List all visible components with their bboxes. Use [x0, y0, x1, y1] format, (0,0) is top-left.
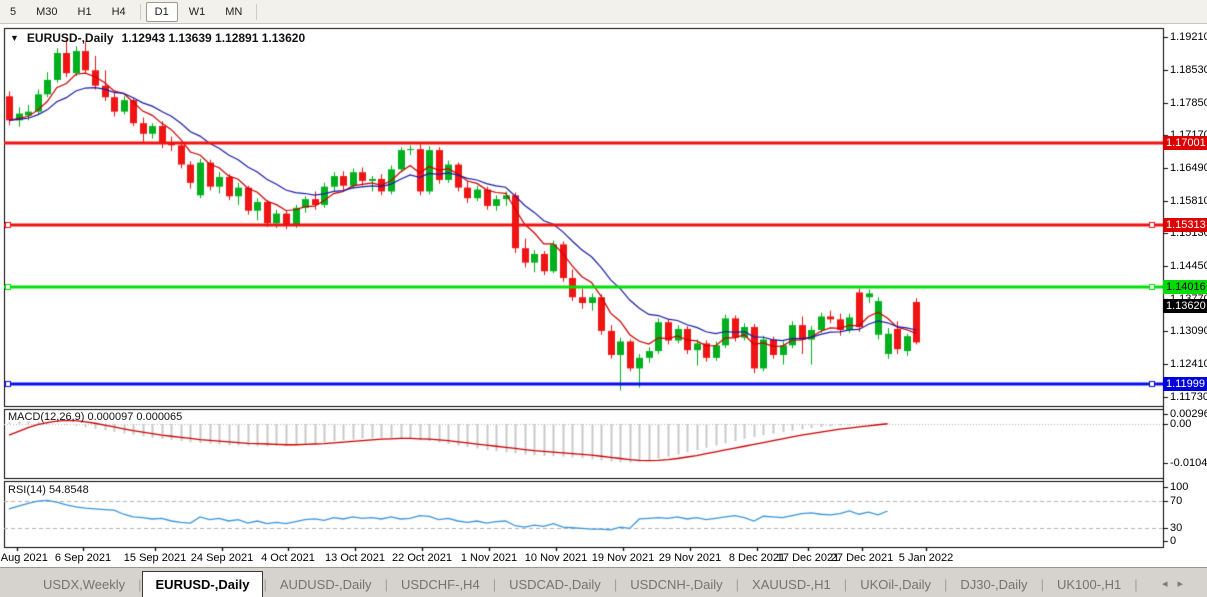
timeframe-button-h1[interactable]: H1: [77, 5, 92, 18]
timeframe-button-mn[interactable]: MN: [225, 5, 243, 18]
tab-separator: |: [843, 577, 848, 592]
symbol-tab-eurusd-daily[interactable]: EURUSD-,Daily: [141, 571, 264, 597]
level-price-badge: 1.17001: [1163, 136, 1207, 151]
tab-separator: |: [1040, 577, 1044, 592]
date-tick-label: 27 Dec 2021: [830, 552, 894, 564]
date-tick-label: 4 Oct 2021: [261, 552, 315, 564]
date-tick-label: 6 Sep 2021: [54, 552, 112, 564]
level-price-badge: 1.14016: [1163, 279, 1207, 294]
tab-separator: |: [138, 577, 142, 592]
symbol-tab-usdchf-h4[interactable]: USDCHF-,H4: [400, 577, 480, 592]
date-tick-label: 10 Nov 2021: [524, 552, 588, 564]
price-tick-label: 1.15810: [1170, 194, 1207, 207]
rsi-tick-label: 70: [1170, 494, 1183, 507]
price-tick-label: 1.16490: [1170, 161, 1207, 174]
rsi-tick-label: 0: [1170, 535, 1177, 547]
timeframe-button-d1[interactable]: D1: [145, 1, 178, 22]
timeframe-button-5[interactable]: 5: [10, 5, 17, 18]
date-tick-label: 5 Jan 2022: [898, 552, 954, 564]
tab-separator: |: [735, 577, 740, 592]
symbol-tab-dj30-daily[interactable]: DJ30-,Daily: [960, 577, 1028, 592]
level-price-badge: 1.15313: [1163, 217, 1207, 232]
symbol-tab-usdcnh-daily[interactable]: USDCNH-,Daily: [630, 577, 723, 592]
tab-separator: |: [613, 577, 618, 592]
date-tick-label: 1 Nov 2021: [460, 552, 518, 564]
date-tick-label: 15 Sep 2021: [123, 552, 187, 564]
tab-separator: |: [1134, 577, 1138, 592]
tab-separator: |: [492, 577, 497, 592]
tab-separator: |: [943, 577, 948, 592]
current-price-badge: 1.13620: [1163, 298, 1207, 313]
tab-separator: |: [263, 577, 267, 592]
macd-tick-label: 0.002966: [1170, 408, 1207, 420]
date-tick-label: 8 Dec 2021: [728, 552, 786, 564]
price-tick-label: 1.12410: [1170, 358, 1207, 371]
date-tick-label: 24 Sep 2021: [190, 552, 254, 564]
chart-dropdown-icon[interactable]: ▼: [10, 33, 19, 43]
tab-separator: |: [384, 577, 388, 592]
chart-header: ▼ EURUSD-,Daily 1.12943 1.13639 1.12891 …: [10, 31, 305, 45]
timeframe-button-w1[interactable]: W1: [188, 5, 206, 18]
price-tick-label: 1.13090: [1170, 325, 1207, 338]
chart-ohlc-values: 1.12943 1.13639 1.12891 1.13620: [121, 31, 306, 45]
rsi-indicator-label: RSI(14) 54.8548: [8, 484, 89, 496]
tab-scroll-left-icon[interactable]: ◂: [1161, 578, 1178, 590]
date-tick-label: 27 Aug 2021: [0, 552, 48, 564]
macd-indicator-label: MACD(12,26,9) 0.000097 0.000065: [8, 411, 183, 423]
symbol-tab-ukoil-daily[interactable]: UKOil-,Daily: [860, 577, 931, 592]
rsi-tick-label: 100: [1170, 481, 1189, 493]
timeframe-toolbar: 5 M30 H1 H4 D1 W1 MN: [0, 0, 1207, 24]
symbol-tab-usdcad-daily[interactable]: USDCAD-,Daily: [509, 577, 601, 592]
symbol-tab-bar: USDX,Weekly | EURUSD-,Daily | AUDUSD-,Daily |…: [0, 567, 1207, 597]
level-price-badge: 1.11999: [1163, 376, 1207, 391]
symbol-tab-usdx-weekly[interactable]: USDX,Weekly: [43, 577, 126, 592]
price-tick-label: 1.19210: [1170, 31, 1207, 44]
symbol-tab-audusd-daily[interactable]: AUDUSD-,Daily: [279, 577, 372, 592]
symbol-tab-xauusd-h1[interactable]: XAUUSD-,H1: [752, 577, 831, 592]
price-tick-label: 1.18530: [1170, 63, 1207, 76]
date-tick-label: 22 Oct 2021: [392, 552, 452, 564]
date-tick-label: 19 Nov 2021: [591, 552, 655, 564]
price-tick-label: 1.14450: [1170, 259, 1207, 272]
toolbar-separator: [139, 3, 141, 20]
timeframe-button-h4[interactable]: H4: [111, 5, 126, 18]
date-tick-label: 29 Nov 2021: [658, 552, 722, 564]
symbol-tab-uk100-h1[interactable]: UK100-,H1: [1056, 577, 1122, 592]
price-tick-label: 1.17850: [1170, 96, 1207, 109]
timeframe-button-m30[interactable]: M30: [36, 5, 58, 18]
date-tick-label: 13 Oct 2021: [325, 552, 385, 564]
rsi-tick-label: 30: [1170, 521, 1183, 534]
tab-scroll-arrows: ◂▸: [1162, 577, 1207, 597]
date-tick-label: 17 Dec 2021: [776, 552, 840, 564]
tab-list: USDX,Weekly | EURUSD-,Daily | AUDUSD-,Daily |…: [30, 571, 1138, 597]
chart-symbol-title: EURUSD-,Daily: [26, 31, 114, 45]
tab-scroll-right-icon[interactable]: ▸: [1177, 578, 1193, 590]
price-tick-label: 1.11730: [1170, 390, 1207, 403]
macd-tick-label: 0.00: [1170, 418, 1192, 430]
toolbar-separator: [256, 3, 258, 20]
macd-tick-label: -0.010422: [1170, 456, 1207, 469]
